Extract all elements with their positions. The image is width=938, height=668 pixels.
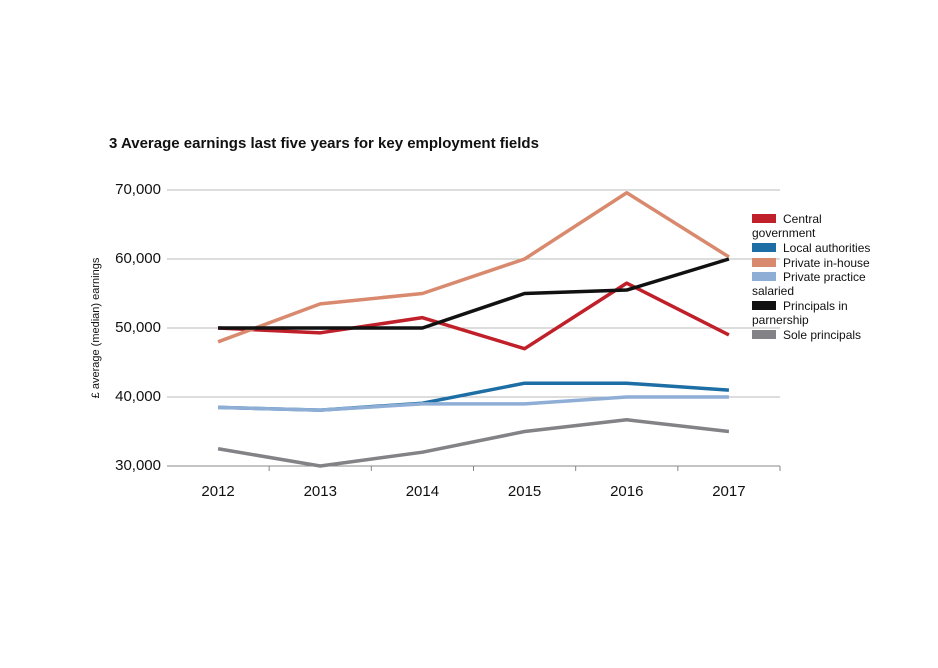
series-line [217,418,730,468]
legend-item: Private in-house [752,256,892,270]
legend-item: Private practice salaried [752,270,892,298]
x-tick-label: 2012 [201,483,234,500]
y-tick-label: 40,000 [115,388,161,405]
x-tick-label: 2013 [304,483,337,500]
y-tick-label: 50,000 [115,319,161,336]
legend-item: Sole principals [752,328,892,342]
legend-swatch [752,330,776,339]
x-tick-label: 2015 [508,483,541,500]
legend-swatch [752,258,776,267]
series-line [218,395,729,412]
legend-label: Central government [752,212,822,240]
series-line [218,281,730,351]
series-line [217,191,730,344]
legend-label: Private in-house [783,256,870,270]
legend-label: Private practice salaried [752,270,866,298]
series-line [218,257,730,330]
legend-label: Principals in parnership [752,299,848,327]
legend-swatch [752,243,776,252]
legend-label: Local authorities [783,241,871,255]
y-tick-label: 30,000 [115,457,161,474]
y-tick-label: 70,000 [115,181,161,198]
legend-item: Central government [752,212,892,240]
legend-swatch [752,214,776,223]
x-tick-label: 2017 [712,483,745,500]
legend-item: Principals in parnership [752,299,892,327]
legend-item: Local authorities [752,241,892,255]
x-tick-label: 2014 [406,483,439,500]
y-axis-label: £ average (median) earnings [90,257,102,398]
x-tick-label: 2016 [610,483,643,500]
y-tick-label: 60,000 [115,250,161,267]
legend-label: Sole principals [783,328,862,342]
legend-swatch [752,301,776,310]
legend-swatch [752,272,776,281]
chart-title: 3 Average earnings last five years for k… [109,135,539,152]
